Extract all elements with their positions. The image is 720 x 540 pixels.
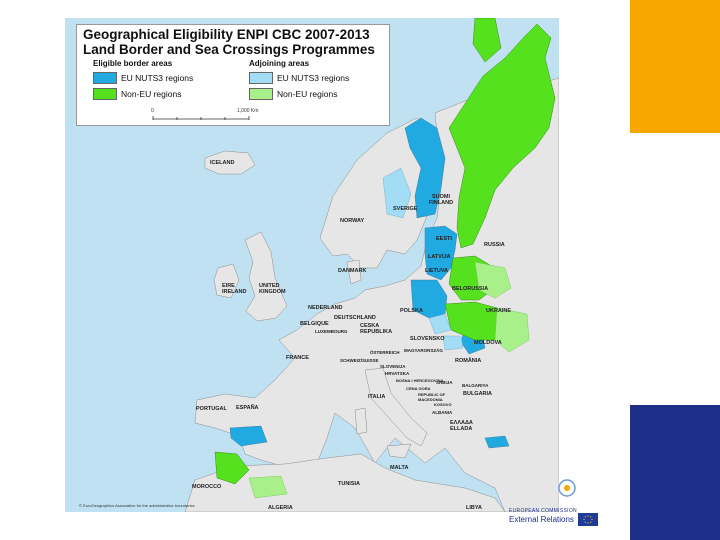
legend-label-adjoining-eu: EU NUTS3 regions [277, 73, 350, 83]
label-finland: SUOMI FINLAND [428, 194, 454, 206]
ireland-shape [213, 263, 240, 299]
algeria-adjoining [248, 475, 288, 499]
label-algeria: ALGERIA [268, 505, 293, 511]
spain-south-eligible [229, 425, 268, 447]
label-nederland: NEDERLAND [308, 305, 343, 311]
label-malta: MALTA [390, 465, 409, 471]
label-romania: ROMÂNIA [455, 358, 482, 364]
label-iceland: ICELAND [210, 160, 235, 166]
russia-north-eligible [448, 23, 556, 249]
scale-start-label: 0 [151, 108, 154, 114]
label-belorussia: BELORUSSIA [452, 286, 489, 292]
label-bulgaria: BULGARIA [463, 391, 493, 397]
finland-eligible [404, 117, 446, 219]
label-magyarorszag: MAGYARORSZÁG [404, 348, 443, 353]
label-osterreich: ÖSTERREICH [370, 350, 400, 355]
label-schweiz: SCHWEIZ/SUISSE [340, 358, 379, 363]
label-ceska-republika: CESKA REPUBLIKA [360, 323, 393, 335]
slovakia-adjoining [442, 335, 464, 351]
great-britain-shape [244, 231, 288, 322]
iceland-shape [204, 150, 256, 175]
european-commission-logo [558, 479, 576, 497]
label-crna-gora: CRNA GORA [406, 386, 431, 391]
label-moldova: MOLDOVA [474, 340, 502, 346]
legend-label-eligible-eu: EU NUTS3 regions [121, 73, 194, 83]
label-hrvatska: HRVATSKA [385, 371, 410, 376]
copyright-footnote: © EuroGeographics Association for the ad… [79, 503, 195, 508]
label-ellada: ΕΛΛΑΔΑ ELLADA [450, 420, 473, 432]
denmark-shape [346, 259, 362, 285]
label-tunisia: TUNISIA [338, 481, 360, 487]
label-slovenija: SLOVENIJA [380, 364, 406, 369]
label-sverige: SVERIGE [393, 206, 418, 212]
label-deutschland: DEUTSCHLAND [334, 315, 376, 321]
label-espana: ESPAÑA [236, 405, 259, 411]
label-belgique: BELGIQUE [300, 321, 329, 327]
orange-accent-bar [630, 0, 720, 133]
label-macedonia: REPUBLIC OF MACEDONIA [418, 392, 446, 402]
legend-label-adjoining-non-eu: Non-EU regions [277, 89, 338, 99]
adjoining-heading: Adjoining areas [249, 59, 310, 68]
eligible-heading: Eligible border areas [93, 59, 173, 68]
scale-bar [152, 116, 250, 120]
scale-end-label: 1,000 Km [237, 108, 259, 114]
label-france: FRANCE [286, 355, 309, 361]
label-bosna: BOSNA I HERCEGOVINA [396, 378, 444, 383]
cyprus-greece-eligible [484, 435, 510, 449]
branding-line-2: External Relations [509, 515, 574, 524]
label-balgariya: BALGARIYA [462, 383, 489, 388]
branding-line-1: EUROPEAN COMMISSION [509, 508, 577, 514]
legend-swatch-adjoining-eu [249, 72, 273, 84]
kola-eligible [472, 18, 502, 63]
eu-flag-icon [578, 513, 598, 526]
adjoining-eu-regions [382, 167, 464, 351]
sardinia-shape [354, 407, 368, 435]
eligible-non-eu-regions [214, 18, 556, 485]
label-norway: NORWAY [340, 218, 365, 224]
label-united-kingdom: UNITED KINGDOM [259, 283, 286, 295]
adjoining-non-eu-regions [248, 261, 530, 499]
label-russia: RUSSIA [484, 242, 505, 248]
legend-swatch-eligible-non-eu [93, 88, 117, 100]
italy-shape [364, 367, 428, 447]
label-morocco: MOROCCO [192, 484, 222, 490]
label-luxembourg: LUXEMBOURG [315, 329, 348, 334]
ukraine-adjoining [494, 307, 530, 353]
label-lietuva: LIETUVA [425, 268, 449, 274]
label-polska: POLSKA [400, 308, 423, 314]
legend-swatch-adjoining-non-eu [249, 88, 273, 100]
sicily-shape [386, 443, 412, 459]
legend-swatch-eligible-eu [93, 72, 117, 84]
poland-adjoining [428, 313, 452, 335]
belarus-adjoining [474, 261, 512, 299]
label-latvija: LATVIJA [428, 254, 451, 260]
label-kosovo: KOSOVO [434, 402, 452, 407]
legend-title-line-1: Geographical Eligibility ENPI CBC 2007-2… [83, 27, 370, 42]
label-italia: ITALIA [368, 394, 386, 400]
label-srbija: SRBIJA [436, 380, 453, 385]
blue-accent-bar [630, 405, 720, 540]
label-eire-ireland: EIRE IRELAND [222, 283, 247, 295]
sweden-adjoining [382, 167, 412, 219]
label-albania: ALBANIA [432, 410, 453, 415]
label-slovensko: SLOVENSKO [410, 336, 445, 342]
baltic-eligible [424, 225, 458, 281]
legend-title-line-2: Land Border and Sea Crossings Programmes [83, 42, 375, 57]
label-libya: LIBYA [466, 505, 482, 511]
label-ukraine: UKRAINE [486, 308, 512, 314]
legend-label-eligible-non-eu: Non-EU regions [121, 89, 182, 99]
morocco-eligible [214, 451, 250, 485]
label-danmark: DANMARK [338, 268, 367, 274]
label-portugal: PORTUGAL [196, 406, 227, 412]
map-legend: Geographical Eligibility ENPI CBC 2007-2… [76, 24, 390, 126]
label-eesti: EESTI [436, 236, 452, 242]
